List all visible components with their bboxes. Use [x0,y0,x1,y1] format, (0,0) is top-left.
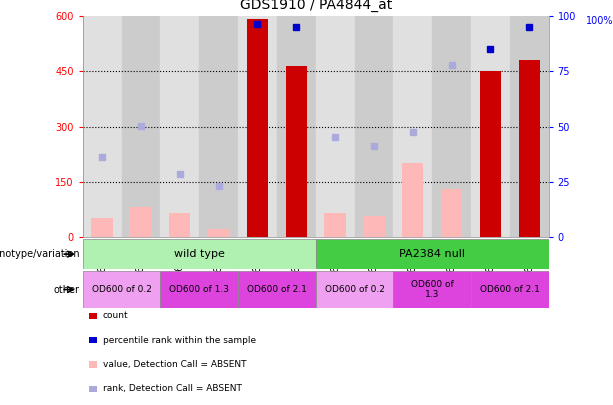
Bar [316,239,549,269]
Text: OD600 of 0.2: OD600 of 0.2 [91,285,151,294]
Text: PA2384 null: PA2384 null [399,249,465,259]
Text: OD600 of 1.3: OD600 of 1.3 [169,285,229,294]
Bar [471,16,510,237]
Bar [354,16,394,237]
Bar [519,60,540,237]
Bar [169,213,191,237]
Bar [161,271,238,308]
Text: OD600 of 2.1: OD600 of 2.1 [247,285,307,294]
Bar [364,215,384,237]
Text: percentile rank within the sample: percentile rank within the sample [103,336,256,345]
Text: rank, Detection Call = ABSENT: rank, Detection Call = ABSENT [103,384,242,393]
Bar [480,71,501,237]
Bar [161,16,199,237]
Bar [121,16,161,237]
Bar [316,16,354,237]
Text: OD600 of 0.2: OD600 of 0.2 [324,285,384,294]
Bar [238,16,277,237]
Bar [83,271,161,308]
Text: count: count [103,311,128,320]
Bar [238,271,316,308]
Title: GDS1910 / PA4844_at: GDS1910 / PA4844_at [240,0,392,13]
Bar [324,213,346,237]
Bar [131,207,151,237]
Bar [91,218,113,237]
Bar [394,16,432,237]
Bar [510,16,549,237]
Bar [441,189,462,237]
Text: other: other [54,285,80,294]
Bar [432,16,471,237]
Text: OD600 of
1.3: OD600 of 1.3 [411,280,454,299]
Bar [199,16,238,237]
Bar [247,19,268,237]
Text: genotype/variation: genotype/variation [0,249,80,259]
Text: OD600 of 2.1: OD600 of 2.1 [480,285,540,294]
Bar [471,271,549,308]
Text: value, Detection Call = ABSENT: value, Detection Call = ABSENT [103,360,246,369]
Bar [277,16,316,237]
Text: 100%: 100% [586,16,613,26]
Bar [402,163,424,237]
Text: wild type: wild type [174,249,224,259]
Bar [83,16,121,237]
Bar [286,66,307,237]
Bar [316,271,394,308]
Bar [83,239,316,269]
Bar [208,229,229,237]
Bar [394,271,471,308]
